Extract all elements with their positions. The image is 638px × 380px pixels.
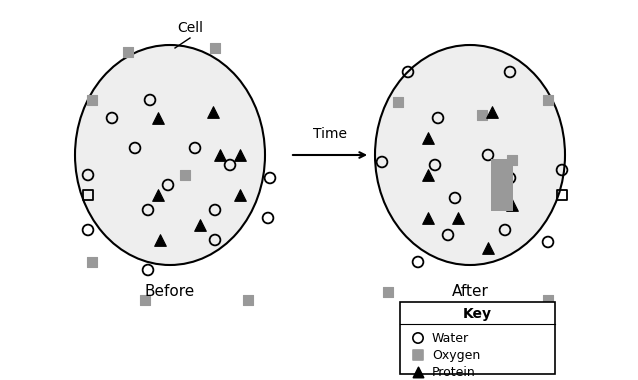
Point <box>487 109 497 115</box>
Text: Cell: Cell <box>177 21 203 35</box>
Point <box>143 207 153 213</box>
Point <box>423 172 433 178</box>
Point <box>423 135 433 141</box>
Text: Water: Water <box>432 331 469 345</box>
Point <box>507 202 517 208</box>
Text: Key: Key <box>463 307 492 321</box>
Point <box>208 109 218 115</box>
Point <box>143 267 153 273</box>
Point <box>83 227 93 233</box>
Point <box>123 49 133 55</box>
Point <box>83 172 93 178</box>
Text: Before: Before <box>145 285 195 299</box>
Text: Protein: Protein <box>432 366 476 378</box>
Point <box>453 215 463 221</box>
Point <box>413 352 423 358</box>
Point <box>505 69 515 75</box>
Point <box>443 232 453 238</box>
Point <box>140 297 150 303</box>
Point <box>543 297 553 303</box>
Point <box>107 115 117 121</box>
Point <box>155 237 165 243</box>
Point <box>413 335 423 341</box>
FancyBboxPatch shape <box>400 302 555 374</box>
Ellipse shape <box>75 45 265 265</box>
Point <box>235 152 245 158</box>
Ellipse shape <box>375 45 565 265</box>
Point <box>153 115 163 121</box>
Point <box>180 172 190 178</box>
Text: Time: Time <box>313 127 347 141</box>
Point <box>430 162 440 168</box>
Point <box>163 182 173 188</box>
Point <box>265 175 275 181</box>
Point <box>483 152 493 158</box>
Point <box>235 192 245 198</box>
Point <box>450 195 460 201</box>
Point <box>483 245 493 251</box>
FancyBboxPatch shape <box>491 159 513 211</box>
Point <box>130 145 140 151</box>
Point <box>210 237 220 243</box>
Text: After: After <box>452 285 489 299</box>
Point <box>383 289 393 295</box>
Point <box>505 175 515 181</box>
Point <box>500 227 510 233</box>
Text: Oxygen: Oxygen <box>432 348 480 361</box>
Point <box>195 222 205 228</box>
Point <box>557 192 567 198</box>
Point <box>243 297 253 303</box>
Point <box>393 99 403 105</box>
Point <box>403 69 413 75</box>
Point <box>413 369 423 375</box>
Point <box>190 145 200 151</box>
Point <box>507 157 517 163</box>
Point <box>87 259 97 265</box>
Point <box>145 97 155 103</box>
Point <box>413 259 423 265</box>
Point <box>153 192 163 198</box>
Point <box>263 215 273 221</box>
Point <box>225 162 235 168</box>
Point <box>83 192 93 198</box>
Point <box>557 167 567 173</box>
Point <box>87 97 97 103</box>
Point <box>210 207 220 213</box>
Point <box>543 97 553 103</box>
Point <box>543 239 553 245</box>
Point <box>215 152 225 158</box>
Point <box>423 215 433 221</box>
Point <box>377 159 387 165</box>
Point <box>433 115 443 121</box>
Point <box>210 45 220 51</box>
Point <box>477 112 487 118</box>
